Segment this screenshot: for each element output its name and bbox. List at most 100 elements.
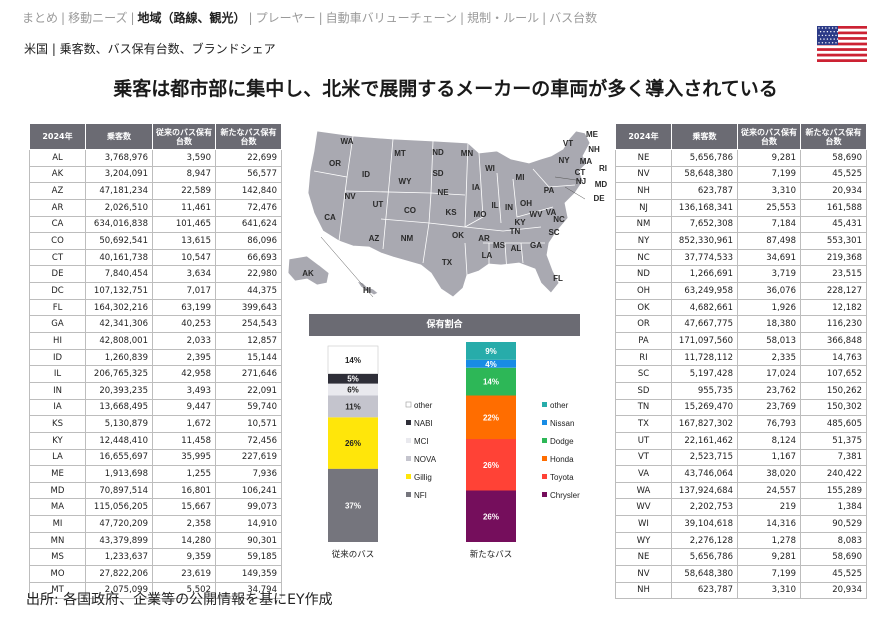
table-row: MI 47,720,209 2,358 14,910 (29, 515, 282, 533)
conventional-buses-cell: 2,358 (152, 515, 216, 533)
new-buses-cell: 22,980 (215, 265, 282, 284)
table-row: KY 12,448,410 11,458 72,456 (29, 431, 282, 450)
bar-segment (328, 417, 378, 469)
nav-separator: | (61, 11, 66, 25)
nav-item[interactable]: 規制・ルール (467, 11, 540, 25)
legend-label: Nissan (550, 419, 574, 428)
nav-item[interactable]: まとめ (22, 11, 59, 25)
table-row: DE 7,840,454 3,634 22,980 (29, 265, 282, 284)
map-state-label: TX (442, 258, 453, 267)
map-state-label: WV (530, 210, 544, 219)
new-buses-cell: 45,431 (800, 215, 867, 234)
map-state-label: NC (553, 215, 565, 224)
new-buses-cell: 10,571 (215, 415, 282, 433)
new-buses-cell: 58,690 (800, 548, 867, 567)
conventional-buses-cell: 3,310 (737, 182, 801, 200)
legend-swatch (542, 402, 547, 407)
map-state-label: NH (588, 145, 600, 154)
new-buses-cell: 12,182 (800, 298, 867, 317)
new-buses-cell: 44,375 (215, 282, 282, 300)
conventional-buses-cell: 17,024 (737, 365, 801, 383)
bar-value-label: 26% (483, 461, 499, 470)
new-buses-cell: 72,456 (215, 431, 282, 450)
state-code-cell: MI (29, 515, 86, 533)
passengers-cell: 3,768,976 (85, 149, 153, 167)
map-state-label: AL (511, 244, 522, 253)
map-state-label: CO (404, 206, 416, 215)
table-row: ND 1,266,691 3,719 23,515 (615, 265, 867, 284)
passengers-cell: 5,656,786 (671, 149, 738, 167)
new-buses-cell: 149,359 (215, 565, 282, 583)
conventional-buses-cell: 58,013 (737, 332, 801, 350)
new-buses-cell: 142,840 (215, 182, 282, 200)
legend-label: Dodge (550, 437, 574, 446)
map-state-label: AR (478, 234, 490, 243)
nav-item[interactable]: 自動車バリューチェーン (325, 11, 458, 25)
table-row: KS 5,130,879 1,672 10,571 (29, 415, 282, 433)
table-row: CA 634,016,838 101,465 641,624 (29, 215, 282, 234)
passengers-cell: 47,720,209 (85, 515, 153, 533)
passengers-cell: 2,523,715 (671, 448, 738, 467)
new-buses-cell: 45,525 (800, 565, 867, 583)
state-code-cell: UT (615, 431, 672, 450)
new-buses-cell: 15,144 (215, 348, 282, 367)
passengers-cell: 5,197,428 (671, 365, 738, 383)
state-code-cell: NM (615, 215, 672, 234)
new-buses-cell: 227,619 (215, 448, 282, 467)
conventional-buses-cell: 14,280 (152, 531, 216, 550)
new-buses-cell: 641,624 (215, 215, 282, 234)
passengers-cell: 47,667,775 (671, 315, 738, 334)
new-buses-cell: 219,368 (800, 248, 867, 267)
conventional-buses-cell: 42,958 (152, 365, 216, 383)
state-code-cell: MS (29, 548, 86, 567)
new-buses-cell: 1,384 (800, 498, 867, 517)
conventional-buses-cell: 7,184 (737, 215, 801, 234)
passengers-cell: 136,168,341 (671, 198, 738, 217)
map-state-label: IA (472, 183, 480, 192)
bar-segment (466, 490, 516, 542)
nav-separator: | (130, 11, 135, 25)
header-passengers: 乗客数 (85, 123, 153, 150)
map-state-label: KY (514, 218, 526, 227)
map-state-label: HI (363, 286, 371, 295)
nav-item[interactable]: プレーヤー (255, 11, 316, 25)
new-buses-cell: 34,794 (215, 581, 282, 600)
nav-item[interactable]: 移動ニーズ (68, 11, 128, 25)
state-code-cell: NH (615, 581, 672, 600)
bar-value-label: 14% (483, 378, 499, 387)
conventional-buses-cell: 2,395 (152, 348, 216, 367)
conventional-buses-cell: 34,691 (737, 248, 801, 267)
state-code-cell: PA (615, 332, 672, 350)
bar-value-label: 11% (345, 402, 361, 411)
conventional-buses-cell: 13,615 (152, 232, 216, 250)
x-category-label: 従来のバス (332, 549, 375, 559)
map-state-label: NV (344, 192, 356, 201)
state-code-cell: ND (615, 265, 672, 284)
table-row: MN 43,379,899 14,280 90,301 (29, 531, 282, 550)
table-row: NV 58,648,380 7,199 45,525 (615, 165, 867, 184)
map-state-label: TN (510, 227, 521, 236)
map-state-label: GA (530, 241, 542, 250)
conventional-buses-cell: 87,498 (737, 232, 801, 250)
state-code-cell: MD (29, 481, 86, 500)
bar-value-label: 5% (347, 375, 359, 384)
conventional-buses-cell: 3,493 (152, 381, 216, 400)
map-state-label: SD (432, 169, 443, 178)
passengers-cell: 7,840,454 (85, 265, 153, 284)
table-row: MO 27,822,206 23,619 149,359 (29, 565, 282, 583)
new-buses-cell: 90,301 (215, 531, 282, 550)
new-buses-cell: 22,091 (215, 381, 282, 400)
state-code-cell: WY (615, 531, 672, 550)
table-row: NY 852,330,961 87,498 553,301 (615, 232, 867, 250)
state-code-cell: HI (29, 332, 86, 350)
nav-item[interactable]: バス台数 (549, 11, 598, 25)
state-code-cell: CO (29, 232, 86, 250)
map-state-label: LA (482, 251, 493, 260)
bar-segment (328, 395, 378, 418)
map-state-label: FL (553, 274, 563, 283)
state-code-cell: SC (615, 365, 672, 383)
map-state-label: DE (593, 194, 605, 203)
nav-item[interactable]: 地域（路線、観光） (137, 11, 246, 25)
new-buses-cell: 72,476 (215, 198, 282, 217)
passengers-cell: 107,132,751 (85, 282, 153, 300)
